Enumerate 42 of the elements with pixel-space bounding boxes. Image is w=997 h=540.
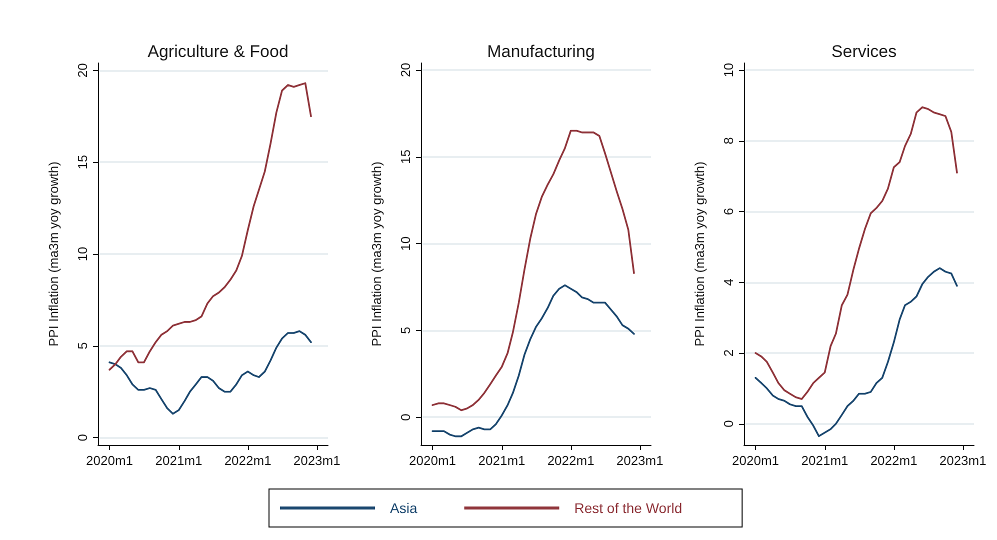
x-tick-label: 2020m1 xyxy=(409,453,456,468)
y-tick-label: 20 xyxy=(75,63,90,78)
chart-title: Manufacturing xyxy=(487,42,595,61)
y-tick-label: 0 xyxy=(721,420,736,428)
y-tick-label: 4 xyxy=(721,278,736,286)
y-tick-label: 10 xyxy=(721,62,736,78)
y-tick-label: 15 xyxy=(75,154,90,170)
line-series xyxy=(754,267,958,438)
x-tick-label: 2021m1 xyxy=(155,453,202,468)
y-tick-label: 5 xyxy=(398,326,413,334)
y-tick-label: 20 xyxy=(398,62,413,78)
y-tick-label: 0 xyxy=(75,434,90,442)
line-series xyxy=(108,330,312,415)
x-tick-label: 2023m1 xyxy=(939,453,986,468)
text: Asia xyxy=(390,500,418,516)
line-series xyxy=(754,106,958,400)
x-tick-label: 2022m1 xyxy=(547,453,594,468)
y-tick-label: 8 xyxy=(721,137,736,144)
chart-title: Services xyxy=(831,42,897,61)
text: Rest of the World xyxy=(574,500,682,516)
x-tick-label: 2021m1 xyxy=(801,453,848,468)
y-tick-label: 2 xyxy=(721,349,736,357)
x-tick-label: 2020m1 xyxy=(86,453,134,468)
y-axis-title: PPI Inflation (ma3m yoy growth) xyxy=(692,162,707,346)
line-series xyxy=(432,130,635,412)
line-series xyxy=(108,82,312,371)
x-tick-label: 2023m1 xyxy=(616,453,664,468)
y-tick-label: 0 xyxy=(398,414,413,421)
y-tick-label: 15 xyxy=(398,150,413,164)
y-tick-label: 10 xyxy=(398,236,413,251)
x-tick-label: 2022m1 xyxy=(224,453,272,468)
x-tick-label: 2021m1 xyxy=(478,453,526,468)
x-tick-label: 2020m1 xyxy=(732,453,780,468)
chart-title: Agriculture & Food xyxy=(148,42,288,61)
x-tick-label: 2023m1 xyxy=(293,453,340,468)
x-tick-label: 2022m1 xyxy=(870,453,918,468)
y-axis-title: PPI Inflation (ma3m yoy growth) xyxy=(369,162,384,346)
y-axis-title: PPI Inflation (ma3m yoy growth) xyxy=(46,162,61,346)
y-tick-label: 10 xyxy=(75,246,90,262)
y-tick-label: 5 xyxy=(75,342,90,350)
line-series xyxy=(432,284,635,438)
y-tick-label: 6 xyxy=(721,208,736,216)
